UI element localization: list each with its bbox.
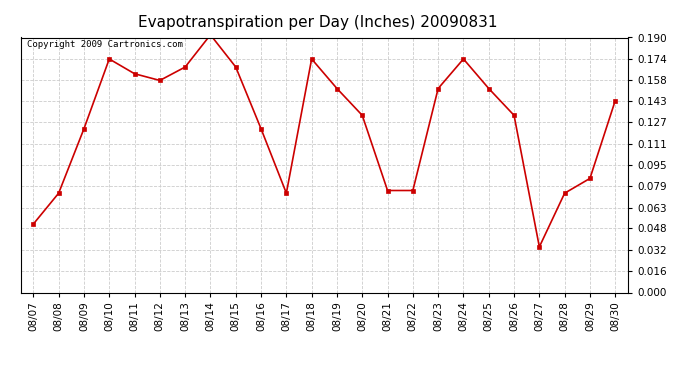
Text: Evapotranspiration per Day (Inches) 20090831: Evapotranspiration per Day (Inches) 2009…	[137, 15, 497, 30]
Text: Copyright 2009 Cartronics.com: Copyright 2009 Cartronics.com	[27, 40, 183, 49]
